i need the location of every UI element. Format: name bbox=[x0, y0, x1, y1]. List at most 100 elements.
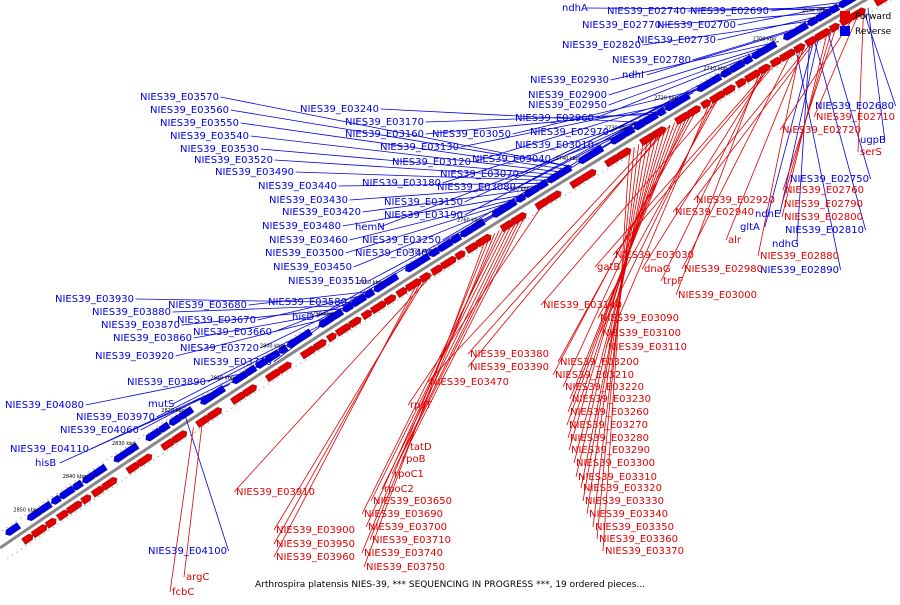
forward-gene-87 bbox=[325, 332, 337, 343]
reverse-label-line-6 bbox=[642, 19, 815, 46]
reverse-label-line-20 bbox=[460, 103, 676, 148]
reverse-gene-49 bbox=[642, 111, 660, 125]
forward-label-line-34 bbox=[582, 138, 649, 502]
forward-gene-69 bbox=[44, 517, 57, 529]
forward-gene-117 bbox=[743, 69, 761, 83]
forward-label-2: serS bbox=[860, 147, 882, 158]
forward-gene-80 bbox=[206, 407, 223, 421]
forward-label-line-48 bbox=[369, 233, 496, 541]
forward-label-40: tatD bbox=[410, 442, 432, 453]
forward-label-35: NIES39_E03340 bbox=[589, 509, 668, 520]
tick-label: 2820 kbp bbox=[161, 408, 185, 414]
forward-label-14: trpF bbox=[663, 276, 683, 287]
reverse-gene-27 bbox=[364, 288, 376, 299]
forward-label-line-2 bbox=[857, 10, 864, 153]
reverse-label-line-43 bbox=[353, 202, 514, 268]
forward-gene-116 bbox=[734, 77, 747, 89]
forward-label-33: NIES39_E03320 bbox=[583, 483, 662, 494]
reverse-label-32: NIES39_E03550 bbox=[160, 118, 239, 129]
forward-label-28: NIES39_E03270 bbox=[569, 420, 648, 431]
forward-gene-124 bbox=[828, 22, 840, 33]
forward-label-46: NIES39_E03690 bbox=[364, 509, 443, 520]
forward-label-38: NIES39_E03370 bbox=[605, 546, 684, 557]
forward-label-9: NIES39_E02880 bbox=[760, 251, 839, 262]
reverse-label-33: NIES39_E03540 bbox=[170, 131, 249, 142]
forward-label-12: gatB bbox=[597, 262, 620, 273]
forward-label-4: NIES39_E02790 bbox=[784, 199, 863, 210]
reverse-label-line-47 bbox=[135, 298, 356, 303]
reverse-label-0: ndhA bbox=[562, 3, 588, 14]
forward-label-11: NIES39_E03030 bbox=[615, 250, 694, 261]
forward-label-18: NIES39_E03100 bbox=[602, 328, 681, 339]
forward-gene-107 bbox=[604, 154, 620, 168]
forward-label-line-32 bbox=[575, 133, 658, 478]
reverse-gene-15 bbox=[210, 384, 227, 398]
reverse-label-20: NIES39_E03130 bbox=[380, 142, 459, 153]
forward-label-55: fcbC bbox=[172, 587, 194, 598]
reverse-label-30: NIES39_E03570 bbox=[140, 92, 219, 103]
tick-label: 2790 kbp bbox=[309, 312, 333, 318]
reverse-label-49: NIES39_E03870 bbox=[101, 320, 180, 331]
forward-label-line-35 bbox=[586, 141, 644, 515]
reverse-label-8: ndhI bbox=[622, 70, 644, 81]
reverse-label-line-59 bbox=[85, 372, 248, 406]
forward-gene-114 bbox=[708, 90, 726, 104]
forward-gene-93 bbox=[395, 286, 408, 299]
forward-gene-95 bbox=[418, 272, 431, 284]
reverse-label-17: NIES39_E03070 bbox=[440, 169, 519, 180]
forward-gene-78 bbox=[171, 430, 188, 444]
reverse-label-line-7 bbox=[692, 25, 807, 61]
reverse-label-67: ndhE bbox=[755, 209, 780, 220]
forward-gene-98 bbox=[454, 250, 466, 261]
forward-gene-89 bbox=[348, 316, 362, 329]
tick-label: 2780 kbp bbox=[358, 280, 382, 286]
forward-gene-105 bbox=[569, 176, 585, 189]
forward-label-52: NIES39_E03950 bbox=[276, 539, 355, 550]
forward-label-31: NIES39_E03300 bbox=[576, 458, 655, 469]
reverse-label-line-40 bbox=[342, 194, 527, 227]
forward-gene-97 bbox=[439, 255, 457, 270]
forward-gene-86 bbox=[312, 338, 327, 352]
reverse-label-54: NIES39_E03720 bbox=[180, 343, 259, 354]
reverse-gene-52 bbox=[675, 92, 691, 105]
backbone-layer bbox=[0, 0, 893, 560]
reverse-label-55: NIES39_E03920 bbox=[95, 351, 174, 362]
reverse-label-35: NIES39_E03520 bbox=[194, 155, 273, 166]
forward-gene-70 bbox=[55, 509, 69, 522]
forward-label-line-37 bbox=[596, 147, 635, 540]
forward-label-36: NIES39_E03350 bbox=[595, 522, 674, 533]
forward-label-26: NIES39_E03230 bbox=[572, 394, 651, 405]
forward-label-line-7 bbox=[672, 39, 815, 213]
forward-label-line-53 bbox=[273, 281, 419, 558]
forward-gene-103 bbox=[534, 197, 550, 211]
forward-label-line-52 bbox=[273, 278, 424, 545]
forward-label-39: rpsT bbox=[410, 400, 433, 411]
reverse-label-line-52 bbox=[257, 293, 370, 321]
reverse-gene-47 bbox=[622, 125, 636, 137]
reverse-label-56: NIES39_E03730 bbox=[193, 357, 272, 368]
forward-gene-71 bbox=[65, 500, 83, 515]
forward-label-15: NIES39_E03000 bbox=[678, 290, 757, 301]
forward-label-47: NIES39_E03700 bbox=[368, 522, 447, 533]
reverse-label-14: NIES39_E03010 bbox=[515, 140, 594, 151]
reverse-label-4: NIES39_E02700 bbox=[657, 20, 736, 31]
forward-gene-88 bbox=[334, 323, 352, 337]
reverse-label-line-50 bbox=[193, 310, 343, 339]
forward-label-29: NIES39_E03280 bbox=[570, 433, 649, 444]
reverse-label-line-41 bbox=[349, 196, 523, 241]
forward-gene-119 bbox=[769, 56, 783, 68]
forward-gene-84 bbox=[277, 361, 292, 375]
forward-gene-73 bbox=[90, 485, 105, 498]
label-lines-layer bbox=[59, 1, 896, 593]
forward-label-line-22 bbox=[427, 130, 662, 383]
forward-label-line-9 bbox=[757, 47, 801, 257]
reverse-gene-66 bbox=[847, 0, 857, 3]
reverse-gene-11 bbox=[158, 421, 171, 433]
reverse-label-27: NIES39_E03250 bbox=[362, 235, 441, 246]
reverse-label-3: NIES39_E02770 bbox=[582, 20, 661, 31]
reverse-label-line-26 bbox=[380, 108, 644, 123]
reverse-label-13: NIES39_E02970 bbox=[530, 127, 609, 138]
reverse-label-line-39 bbox=[362, 188, 536, 213]
reverse-gene-22 bbox=[297, 328, 313, 342]
forward-label-20: NIES39_E03380 bbox=[470, 349, 549, 360]
